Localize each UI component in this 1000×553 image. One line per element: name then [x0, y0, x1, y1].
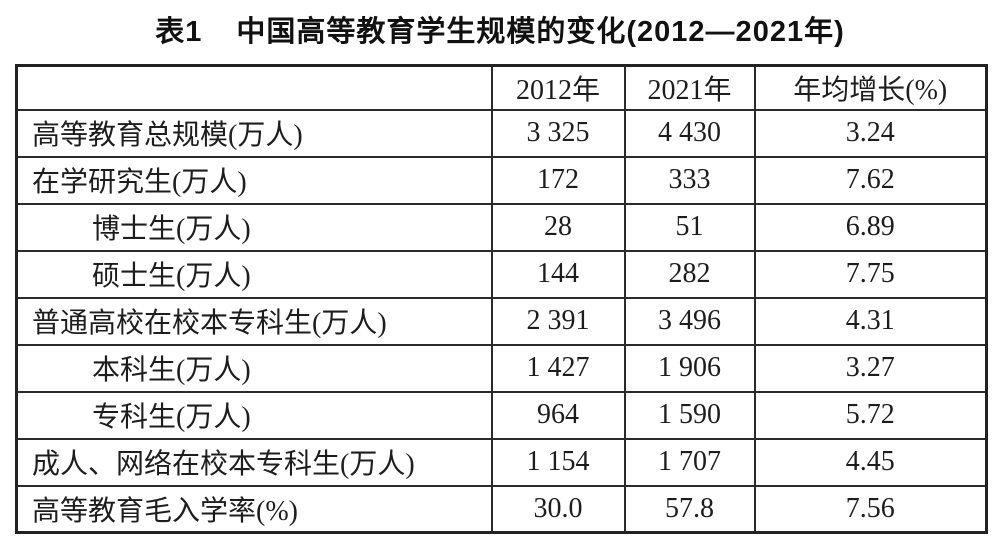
- value-growth: 5.72: [753, 390, 988, 440]
- row-label: 高等教育毛入学率(%): [15, 484, 493, 534]
- value-2021: 1 707: [623, 437, 756, 487]
- value-2012: 3 325: [490, 108, 626, 158]
- table-row-adult-online-students: 成人、网络在校本专科生(万人) 1 154 1 707 4.45: [15, 437, 988, 487]
- row-label: 成人、网络在校本专科生(万人): [15, 437, 493, 487]
- table-title-text: 中国高等教育学生规模的变化(2012—2021年): [236, 16, 845, 48]
- value-2012: 2 391: [490, 296, 626, 346]
- value-2012: 30.0: [490, 484, 626, 534]
- header-corner-cell: [15, 64, 493, 111]
- header-2012: 2012年: [490, 64, 626, 111]
- value-2012: 1 427: [490, 343, 626, 393]
- value-2021: 3 496: [623, 296, 756, 346]
- value-growth: 4.31: [753, 296, 988, 346]
- value-growth: 7.75: [753, 249, 988, 299]
- value-2021: 57.8: [623, 484, 756, 534]
- value-2012: 28: [490, 202, 626, 252]
- value-2021: 333: [623, 155, 756, 205]
- value-growth: 6.89: [753, 202, 988, 252]
- table-row-junior-college-students: 专科生(万人) 964 1 590 5.72: [15, 390, 988, 440]
- table-caption: 表1 中国高等教育学生规模的变化(2012—2021年): [0, 8, 1000, 50]
- table-row-gross-enrollment-rate: 高等教育毛入学率(%) 30.0 57.8 7.56: [15, 484, 988, 534]
- table-row-total-scale: 高等教育总规模(万人) 3 325 4 430 3.24: [15, 108, 988, 158]
- table-row-masters-students: 硕士生(万人) 144 282 7.75: [15, 249, 988, 299]
- value-growth: 7.62: [753, 155, 988, 205]
- value-2021: 282: [623, 249, 756, 299]
- value-growth: 3.24: [753, 108, 988, 158]
- value-2012: 1 154: [490, 437, 626, 487]
- row-label: 普通高校在校本专科生(万人): [15, 296, 493, 346]
- statistics-table: 2012年 2021年 年均增长(%) 高等教育总规模(万人) 3 325 4 …: [15, 64, 988, 534]
- header-avg-growth: 年均增长(%): [753, 64, 988, 111]
- value-2012: 172: [490, 155, 626, 205]
- header-row: 2012年 2021年 年均增长(%): [15, 64, 988, 111]
- value-2012: 964: [490, 390, 626, 440]
- row-label: 本科生(万人): [15, 343, 493, 393]
- table-row-doctoral-students: 博士生(万人) 28 51 6.89: [15, 202, 988, 252]
- row-label: 博士生(万人): [15, 202, 493, 252]
- row-label: 在学研究生(万人): [15, 155, 493, 205]
- value-2012: 144: [490, 249, 626, 299]
- value-growth: 7.56: [753, 484, 988, 534]
- table-row-regular-college-students: 普通高校在校本专科生(万人) 2 391 3 496 4.31: [15, 296, 988, 346]
- table-row-graduate-students: 在学研究生(万人) 172 333 7.62: [15, 155, 988, 205]
- table-number: 表1: [155, 16, 203, 48]
- row-label: 专科生(万人): [15, 390, 493, 440]
- value-2021: 1 906: [623, 343, 756, 393]
- table-row-undergraduate-students: 本科生(万人) 1 427 1 906 3.27: [15, 343, 988, 393]
- value-growth: 4.45: [753, 437, 988, 487]
- header-2021: 2021年: [623, 64, 756, 111]
- row-label: 硕士生(万人): [15, 249, 493, 299]
- row-label: 高等教育总规模(万人): [15, 108, 493, 158]
- value-2021: 51: [623, 202, 756, 252]
- value-growth: 3.27: [753, 343, 988, 393]
- value-2021: 4 430: [623, 108, 756, 158]
- value-2021: 1 590: [623, 390, 756, 440]
